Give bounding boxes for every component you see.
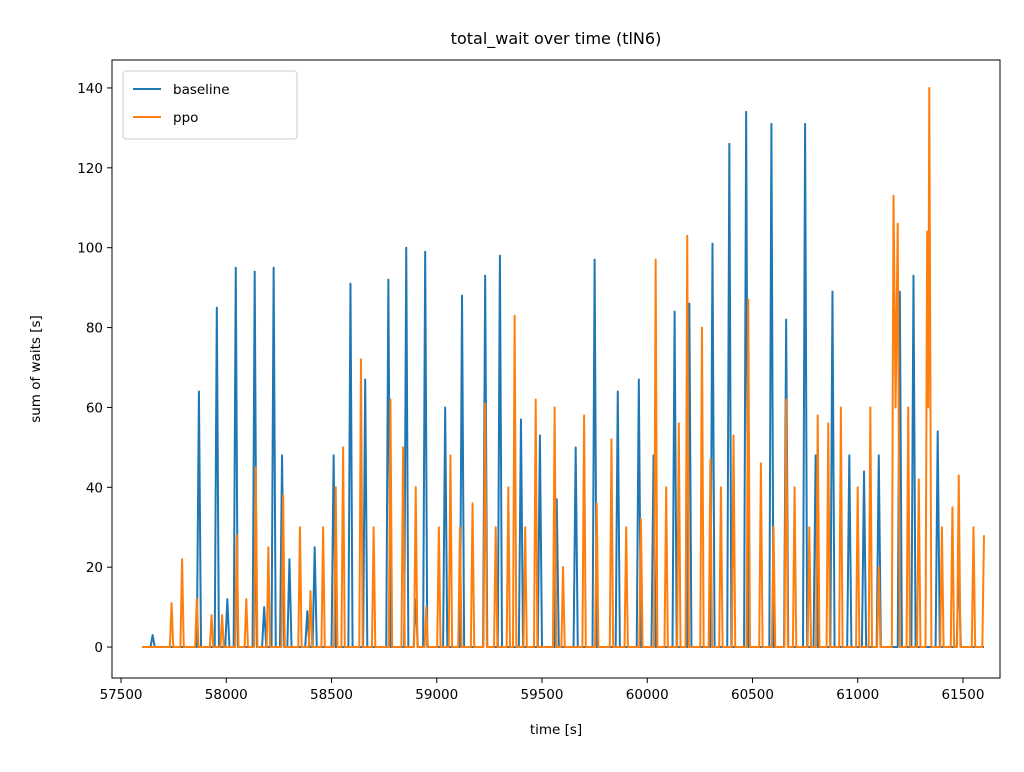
y-tick-label: 140 bbox=[77, 81, 103, 97]
y-tick-label: 60 bbox=[86, 400, 103, 416]
x-tick-label: 59000 bbox=[415, 687, 458, 703]
line-series bbox=[142, 86, 985, 649]
x-tick-label: 60500 bbox=[731, 687, 774, 703]
chart-title: total_wait over time (tlN6) bbox=[451, 29, 662, 49]
y-tick-label: 100 bbox=[77, 241, 103, 257]
x-axis-label: time [s] bbox=[530, 722, 582, 738]
x-tick-label: 58500 bbox=[310, 687, 353, 703]
legend-label: ppo bbox=[173, 110, 198, 126]
x-tick-label: 58000 bbox=[205, 687, 248, 703]
x-tick-label: 57500 bbox=[100, 687, 143, 703]
x-tick-label: 61500 bbox=[941, 687, 984, 703]
x-tick-label: 59500 bbox=[521, 687, 564, 703]
y-tick-label: 120 bbox=[77, 161, 103, 177]
x-tick-label: 61000 bbox=[836, 687, 879, 703]
legend: baseline ppo bbox=[122, 70, 298, 140]
y-tick-label: 40 bbox=[86, 480, 103, 496]
legend-label: baseline bbox=[173, 82, 230, 98]
y-axis-label: sum of waits [s] bbox=[28, 315, 44, 423]
plot-frame bbox=[111, 59, 1001, 679]
y-tick-label: 20 bbox=[86, 560, 103, 576]
y-tick-label: 0 bbox=[94, 640, 103, 656]
x-tick-label: 60000 bbox=[626, 687, 669, 703]
y-tick-label: 80 bbox=[86, 321, 103, 337]
legend-box bbox=[122, 70, 298, 140]
